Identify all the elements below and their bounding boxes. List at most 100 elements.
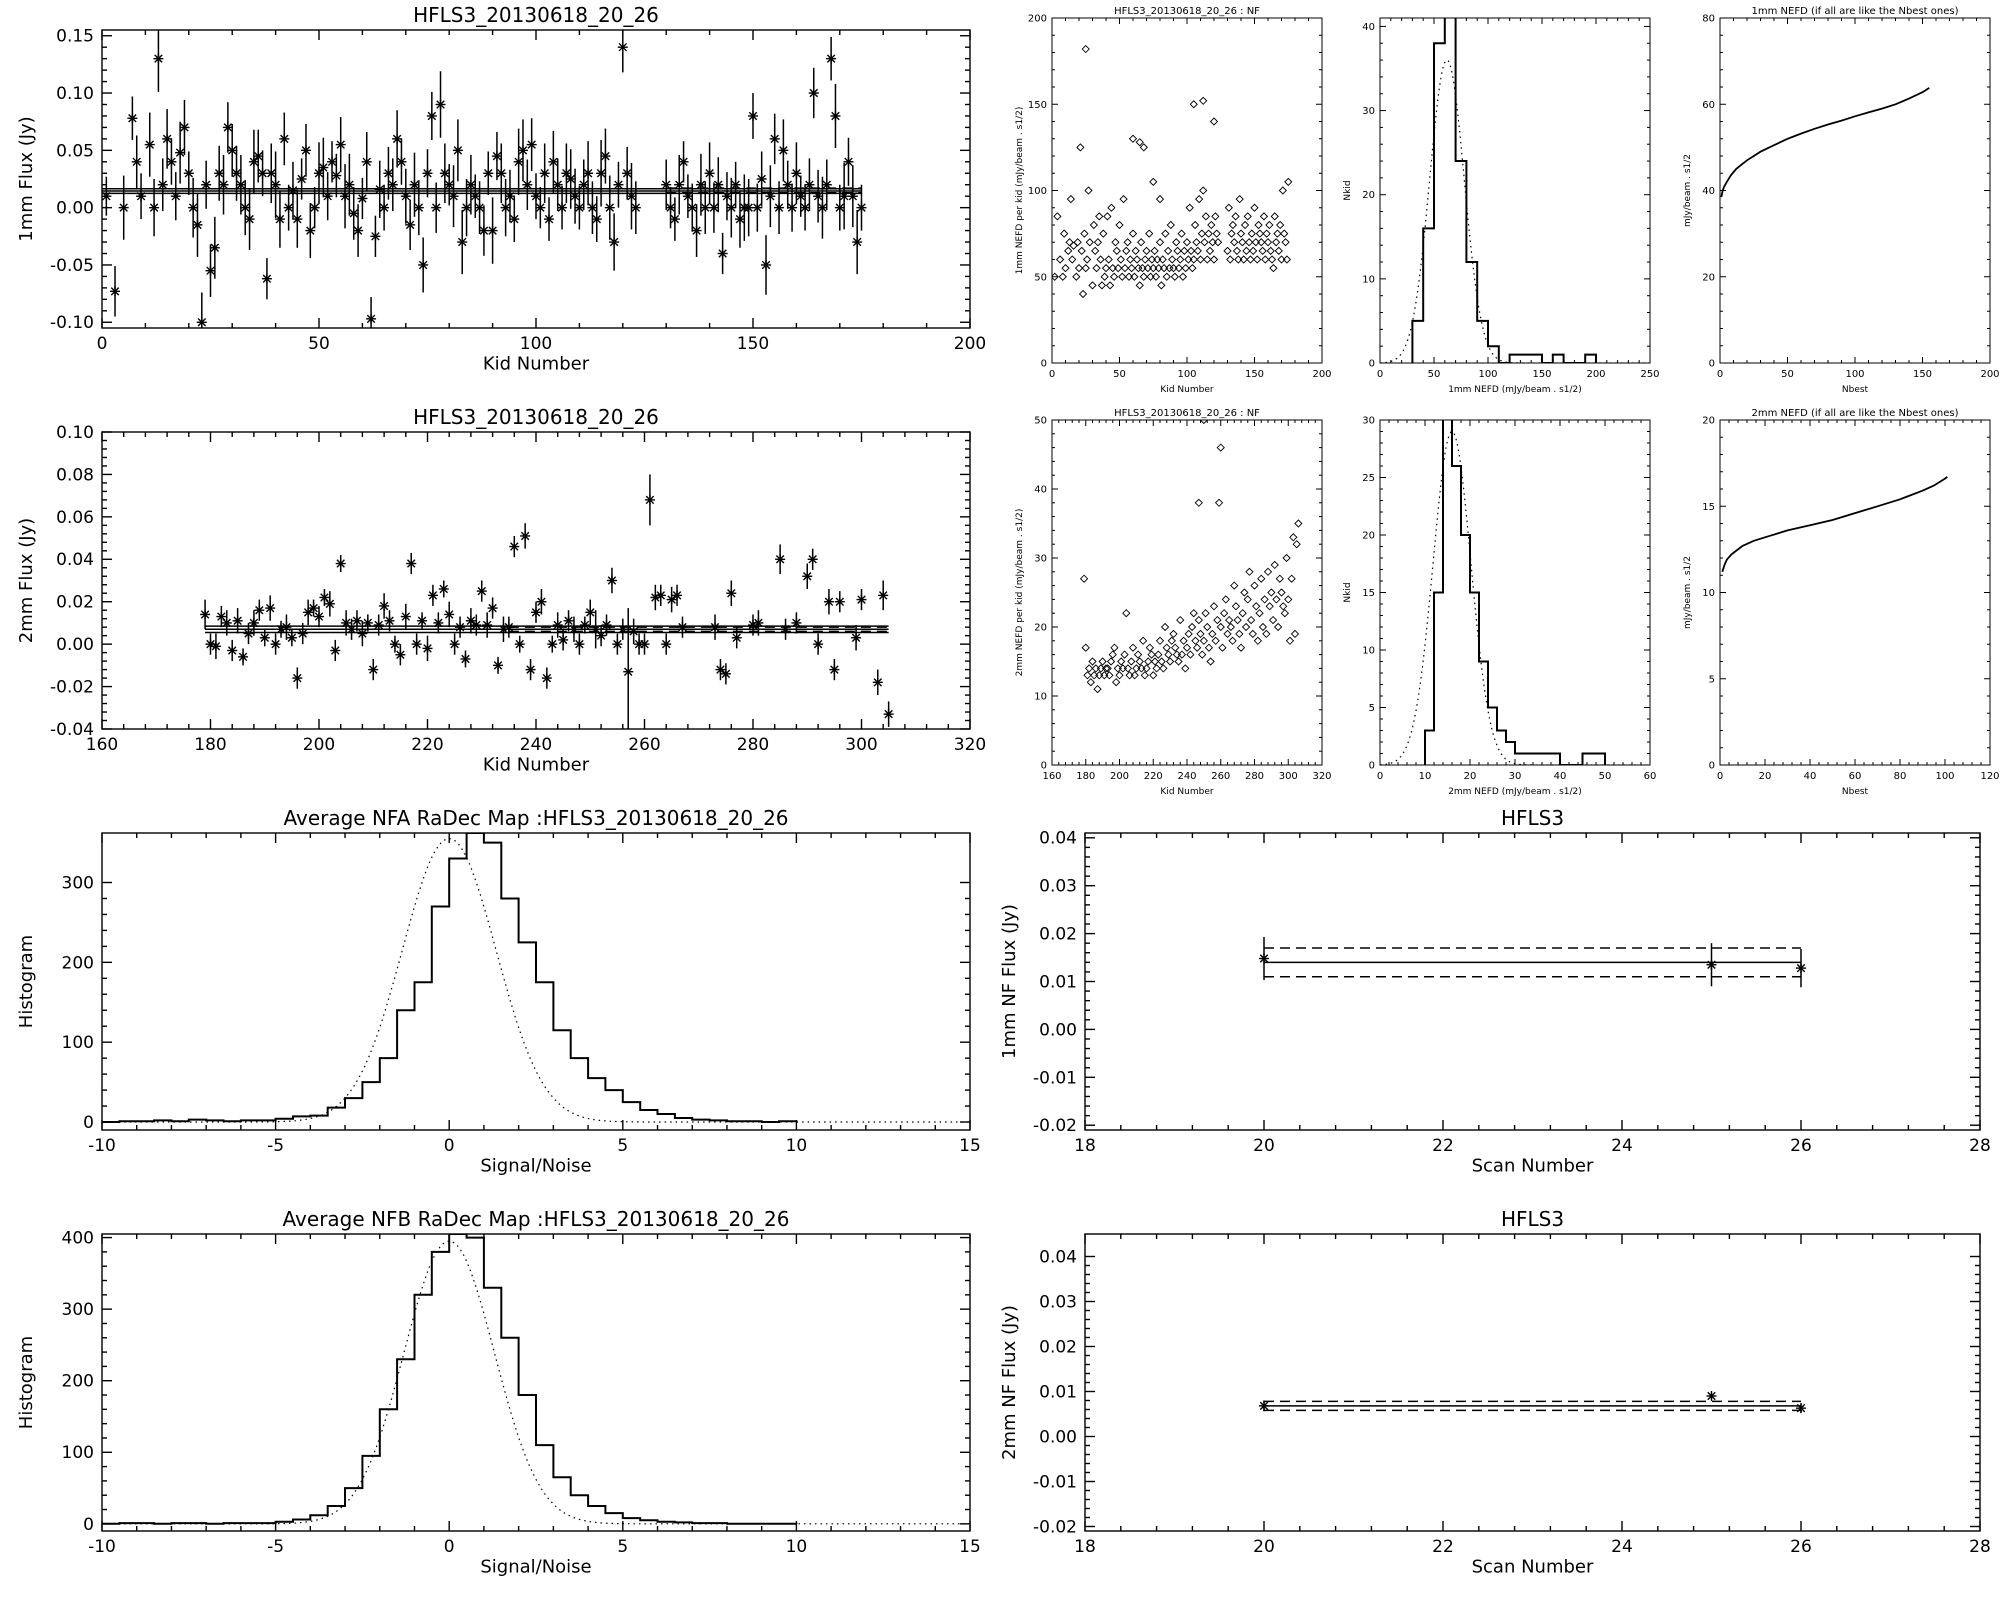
data-point [765, 191, 776, 202]
data-point-stroke [640, 639, 649, 649]
data-point [1273, 229, 1282, 238]
y-tick-label: -0.02 [1033, 1517, 1077, 1537]
data-point [1267, 255, 1277, 264]
data-point [665, 202, 676, 213]
data-point-stroke [605, 203, 615, 212]
histogram-steps [102, 1234, 798, 1525]
y-tick-label: 0.01 [1039, 1382, 1077, 1402]
data-point-stroke [531, 608, 541, 617]
data-point [578, 179, 589, 190]
data-point [1089, 220, 1098, 230]
data-point [1105, 281, 1115, 290]
x-tick-label: 100 [1478, 369, 1497, 380]
data-point [536, 596, 547, 607]
data-point [448, 191, 459, 202]
data-point [1100, 272, 1109, 281]
data-point [565, 174, 576, 184]
data-point [248, 617, 259, 628]
chart-panel-p4: 0 50 100 150 200 250 0 10 20 30 40 1mm NEFD (mJy/be… [1343, 17, 1660, 395]
data-point-stroke [553, 180, 562, 189]
chart-panel-p11: 18 20 22 24 26 28 -0.02 -0.01 0.00 0.01 0.02 0.03 0.… [999, 806, 1991, 1177]
data-point [672, 590, 683, 601]
data-point-stroke [390, 639, 400, 649]
data-point-stroke [835, 203, 845, 212]
data-point [1078, 289, 1088, 299]
data-point [1111, 238, 1120, 247]
data-point [1074, 263, 1084, 273]
data-point [259, 632, 270, 643]
data-point [514, 639, 525, 650]
data-point [179, 122, 190, 133]
data-point-stroke [154, 54, 163, 63]
data-point [1082, 255, 1092, 264]
data-point [444, 609, 455, 620]
data-point-stroke [492, 151, 502, 161]
data-point [1135, 657, 1144, 666]
data-point [1168, 255, 1177, 264]
x-tick-label: 160 [86, 735, 118, 755]
data-point [266, 168, 277, 179]
x-tick-label: 150 [1913, 369, 1932, 380]
chart-panel-p12: 18 20 22 24 26 28 -0.02 -0.01 0.00 0.01 0.02 0.03 0.… [999, 1207, 1991, 1578]
data-point [1095, 212, 1104, 221]
data-point [1142, 664, 1151, 673]
data-point [1101, 664, 1111, 673]
data-point [1069, 241, 1078, 250]
data-point [691, 225, 702, 236]
data-point-stroke [265, 603, 275, 613]
data-point [1055, 255, 1065, 264]
data-point [839, 191, 850, 202]
data-point [1186, 650, 1195, 659]
data-point [1262, 229, 1271, 238]
data-point-stroke [287, 633, 297, 643]
data-point [852, 237, 863, 248]
y-tick-label: 0.10 [56, 423, 94, 443]
data-point [1093, 684, 1102, 694]
data-point [438, 583, 449, 594]
data-point-stroke [501, 203, 510, 212]
data-point [539, 168, 550, 179]
data-point-stroke [796, 191, 805, 201]
data-point-stroke [336, 559, 345, 568]
plot-frame [1719, 17, 1991, 364]
x-tick-label: -10 [88, 1537, 116, 1557]
y-tick-label: 10 [1362, 274, 1375, 285]
y-tick-label: 30 [1362, 106, 1375, 117]
x-tick-label: 320 [1312, 771, 1331, 782]
data-point-stroke [696, 180, 706, 189]
y-axis-label: 1mm NF Flux (Jy) [999, 904, 1020, 1059]
data-point [1119, 194, 1128, 204]
chart-title: HFLS3_20130618_20_26 [413, 405, 659, 429]
data-point-stroke [223, 123, 233, 132]
data-point [389, 639, 400, 650]
data-point-stroke [423, 644, 432, 653]
data-point [292, 673, 303, 684]
plot-area [1259, 1391, 1806, 1414]
data-point-stroke [314, 169, 324, 178]
data-point [265, 603, 276, 614]
data-point [1250, 203, 1259, 212]
data-point [1225, 615, 1234, 625]
y-tick-label: 10 [1034, 692, 1047, 703]
data-point-stroke [540, 169, 549, 178]
data-point-stroke [566, 174, 575, 184]
data-point-stroke [857, 203, 866, 212]
data-point [583, 168, 594, 179]
data-point [1084, 186, 1093, 195]
data-point [322, 191, 333, 202]
y-tick-label: 0.06 [56, 508, 94, 528]
data-point [748, 110, 758, 121]
data-point [131, 156, 142, 167]
data-point-stroke [520, 531, 530, 541]
data-point-stroke [548, 639, 557, 649]
data-point [1216, 622, 1225, 632]
gaussian-fit-curve [1380, 430, 1650, 765]
data-point [1231, 602, 1241, 611]
data-point [726, 202, 737, 213]
data-point [795, 191, 806, 202]
data-point [531, 191, 541, 202]
data-point [1103, 664, 1112, 673]
x-tick-label: 260 [628, 735, 660, 755]
series-line [1720, 87, 1930, 198]
data-point [851, 632, 862, 643]
